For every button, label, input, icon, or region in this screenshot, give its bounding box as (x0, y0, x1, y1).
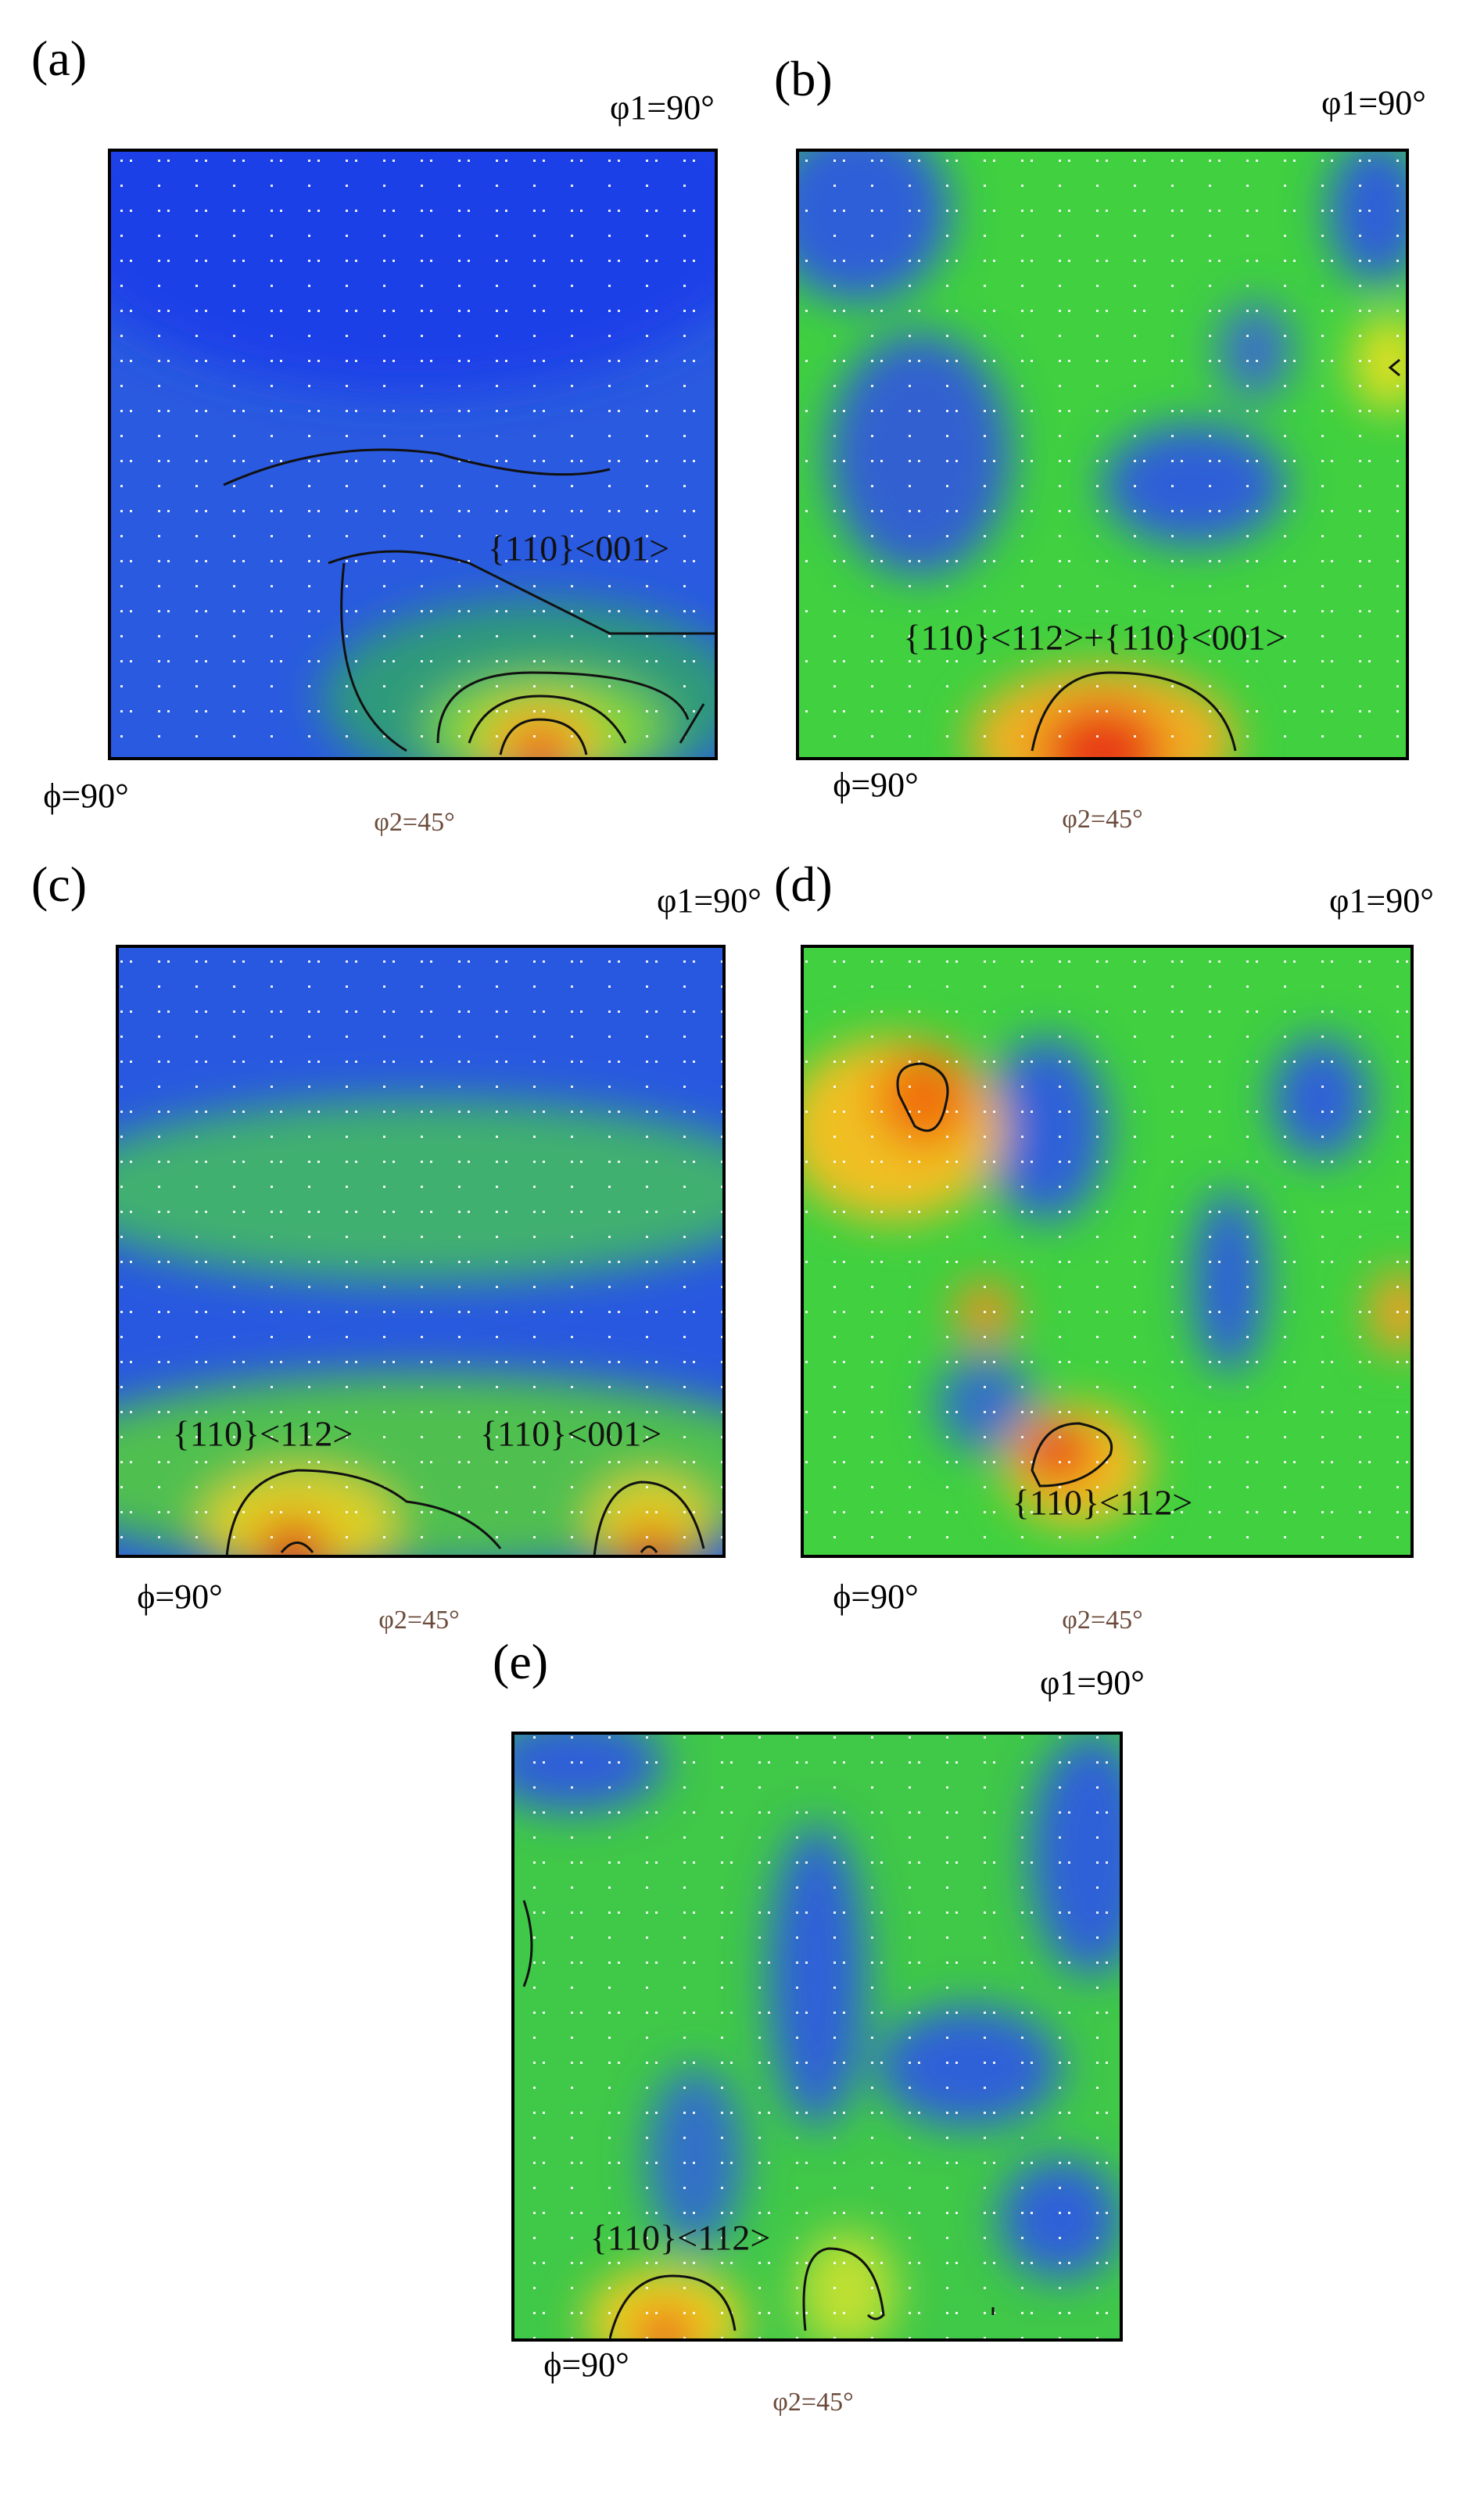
panel-frame (116, 945, 726, 1558)
contour-line (468, 695, 627, 744)
contour-line (593, 1481, 705, 1556)
contour-line (522, 1900, 533, 1987)
dot-grid (802, 946, 1412, 1556)
contour-line (802, 2247, 885, 2331)
contour-line (499, 718, 588, 756)
panel-label: (d) (774, 856, 833, 912)
panel-frame (796, 149, 1409, 760)
phi-label: ϕ=90° (137, 1577, 223, 1616)
contour-line (223, 448, 611, 486)
phi2-label: φ2=45° (1062, 805, 1142, 834)
phi-label: ϕ=90° (833, 766, 919, 804)
phi1-label: φ1=90° (1040, 1664, 1145, 1702)
phi1-label: φ1=90° (1321, 84, 1426, 122)
contour-line (436, 671, 690, 744)
dot-grid (798, 150, 1407, 759)
texture-annotation: {110}<001> (488, 529, 669, 569)
phi1-label: φ1=90° (657, 881, 762, 920)
panel-label: (e) (493, 1634, 548, 1689)
contour-line (225, 1469, 502, 1556)
panel-label: (b) (774, 51, 833, 106)
panel-frame (801, 945, 1414, 1558)
phi-label: ϕ=90° (43, 777, 129, 815)
texture-annotation: {110}<112> (173, 1414, 353, 1454)
phi1-label: φ1=90° (1329, 881, 1434, 920)
contour-line (340, 562, 407, 752)
phi2-label: φ2=45° (374, 808, 454, 837)
dot-grid (109, 150, 716, 759)
phi-label: ϕ=90° (833, 1577, 919, 1616)
phi1-label: φ1=90° (610, 88, 715, 127)
heatmap (802, 946, 1412, 1556)
contour-line (328, 550, 716, 635)
contour-line (896, 1062, 949, 1132)
odf-panel: (d) φ1=90° ϕ=90° φ2=45° {110}<112> (774, 856, 1434, 1635)
heatmap (117, 946, 724, 1556)
contour-line (280, 1542, 314, 1553)
heatmap (109, 150, 716, 759)
odf-panel: (a) φ1=90° ϕ=90° φ2=45° {110}<001> (31, 31, 718, 837)
panel-label: (c) (31, 856, 87, 912)
heatmap (798, 150, 1407, 759)
texture-annotation: {110}<001> (480, 1414, 661, 1454)
dot-grid (513, 1733, 1121, 2340)
odf-panel: (e) φ1=90° ϕ=90° φ2=45° {110}<112> (493, 1634, 1145, 2417)
texture-annotation: {110}<112>+{110}<001> (904, 618, 1286, 658)
phi-label: ϕ=90° (543, 2346, 629, 2384)
contour-line (1031, 671, 1237, 752)
contour-line (640, 1545, 658, 1553)
contour-line (1388, 358, 1400, 377)
contour-line (1031, 1422, 1113, 1488)
phi2-label: φ2=45° (772, 2388, 853, 2417)
odf-panel: (b) φ1=90° ϕ=90° φ2=45° {110}<112>+{110}<001… (774, 51, 1426, 834)
panel-label: (a) (31, 31, 87, 86)
contour-line (608, 2274, 737, 2339)
panel-frame (511, 1732, 1123, 2342)
contour-line (679, 703, 705, 744)
texture-annotation: {110}<112> (1013, 1483, 1193, 1523)
texture-annotation: {110}<112> (590, 2218, 771, 2258)
odf-panel: (c) φ1=90° ϕ=90° φ2=45° {110}<112> {110}<001> (31, 856, 762, 1635)
phi2-label: φ2=45° (378, 1606, 459, 1635)
panel-frame (108, 149, 718, 760)
heatmap (513, 1733, 1121, 2340)
phi2-label: φ2=45° (1062, 1606, 1142, 1635)
dot-grid (117, 946, 724, 1556)
